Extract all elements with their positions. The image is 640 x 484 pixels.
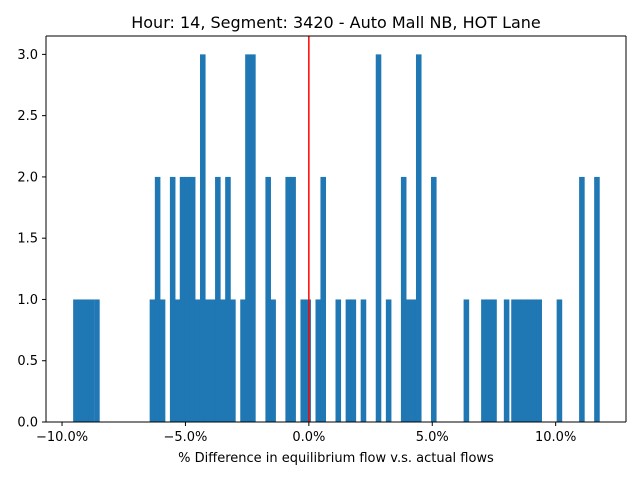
histogram-bar [486, 299, 492, 422]
histogram-bar [531, 299, 538, 422]
histogram-bar [240, 299, 246, 422]
histogram-bar [189, 176, 196, 422]
histogram-bar [385, 299, 392, 422]
histogram-bar [360, 299, 367, 422]
bars-group [73, 54, 600, 422]
y-tick-label: 0.5 [17, 354, 38, 369]
histogram-bar [215, 176, 221, 422]
histogram-bar [350, 299, 357, 422]
histogram-bar [503, 299, 510, 422]
histogram-bar [375, 54, 382, 422]
x-tick-label: −10.0% [36, 430, 88, 445]
x-tick-label: −5.0% [163, 430, 207, 445]
histogram-bar [335, 299, 342, 422]
x-axis-label: % Difference in equilibrium flow v.s. ac… [178, 451, 494, 466]
histogram-bar [511, 299, 517, 422]
histogram-bar [345, 299, 352, 422]
histogram-bar [250, 54, 256, 422]
chart-title: Hour: 14, Segment: 3420 - Auto Mall NB, … [131, 13, 541, 32]
y-tick-label: 2.0 [17, 170, 38, 185]
plot-frame [45, 35, 627, 423]
histogram-bar [579, 176, 585, 422]
y-tick-label: 3.0 [17, 48, 38, 63]
histogram-bar [320, 176, 327, 422]
histogram-bar [463, 299, 470, 422]
histogram-bar [270, 299, 276, 422]
histogram-bar [88, 299, 95, 422]
histogram-bar [556, 299, 563, 422]
histogram-bar [516, 299, 522, 422]
histogram-bar [210, 299, 216, 422]
histogram-bar [179, 176, 186, 422]
histogram-bar [200, 54, 206, 422]
histogram-bar [159, 299, 166, 422]
histogram-bar [154, 176, 161, 422]
y-tick-label: 1.5 [17, 232, 38, 247]
histogram-bar [245, 54, 251, 422]
histogram-bar [220, 299, 226, 422]
histogram-bar [174, 299, 181, 422]
histogram-bar [184, 176, 191, 422]
histogram-bar [204, 299, 211, 422]
histogram-bar [521, 299, 527, 422]
x-tick-label: 0.0% [292, 430, 325, 445]
histogram-bar [431, 176, 437, 422]
histogram-bar [491, 299, 497, 422]
x-tick-label: 10.0% [535, 430, 576, 445]
histogram-bar [230, 299, 236, 422]
histogram-bar [169, 176, 176, 422]
histogram-bar [285, 176, 291, 422]
histogram-bar [481, 299, 487, 422]
histogram-bar [225, 176, 231, 422]
y-axis-ticks: 0.0 0.5 1.0 1.5 2.0 2.5 3.0 [17, 48, 46, 431]
histogram-bar [315, 299, 322, 422]
histogram-bar [83, 299, 90, 422]
histogram-bar [149, 299, 156, 422]
histogram-bar [526, 299, 532, 422]
y-tick-label: 2.5 [17, 109, 38, 124]
histogram-bar [415, 54, 422, 422]
histogram-bar [94, 299, 100, 422]
histogram-bar [400, 176, 407, 422]
histogram-bar [536, 299, 542, 422]
histogram-bar [73, 299, 79, 422]
histogram-bar [290, 176, 296, 422]
histogram-bar [194, 299, 201, 422]
histogram-bar [265, 176, 271, 422]
x-tick-label: 5.0% [416, 430, 449, 445]
histogram-bar [300, 299, 307, 422]
y-tick-label: 0.0 [17, 416, 38, 431]
histogram-bar [594, 176, 600, 422]
y-tick-label: 1.0 [17, 293, 38, 308]
x-axis-ticks: −10.0% −5.0% 0.0% 5.0% 10.0% [36, 422, 576, 445]
histogram-bar [411, 299, 417, 422]
histogram-bar [405, 299, 412, 422]
histogram-bar [78, 299, 84, 422]
